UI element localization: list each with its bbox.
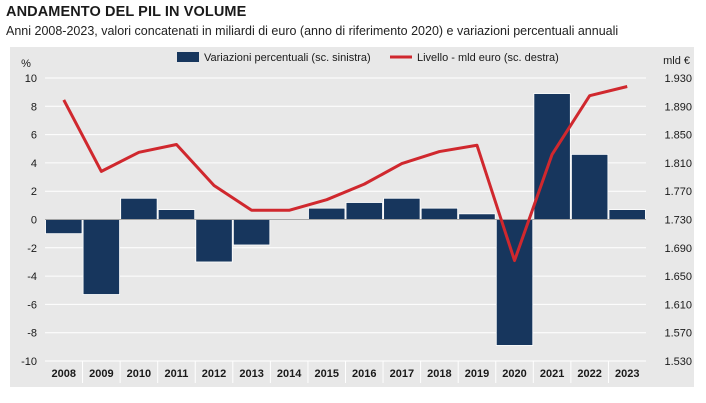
x-tick-label: 2011 [165,368,189,380]
x-tick-label: 2018 [427,368,451,380]
legend-label-bars: Variazioni percentuali (sc. sinistra) [204,52,371,64]
y-left-tick-label: -10 [21,356,37,368]
y-left-tick-label: -2 [27,243,37,255]
y-right-tick-label: 1.570 [664,328,692,340]
bar [495,219,534,346]
legend-swatch-bars [177,52,199,62]
y-right-tick-label: 1.610 [664,299,692,311]
y-right-tick-label: 1.530 [664,356,692,368]
x-tick-label: 2008 [52,368,76,380]
x-tick-label: 2017 [390,368,414,380]
x-tick-label: 2012 [202,368,226,380]
x-tick-label: 2020 [502,368,526,380]
x-tick-label: 2010 [127,368,151,380]
bar [45,219,83,235]
y-right-tick-label: 1.690 [664,243,692,255]
y-left-tick-label: -8 [27,328,37,340]
y-left-tick-label: -4 [27,271,37,283]
y-right-tick-label: 1.850 [664,130,692,142]
bar [608,209,646,220]
bar [345,202,383,220]
y-right-tick-label: 1.730 [664,215,692,227]
y-right-tick-label: 1.930 [664,73,692,85]
y-left-tick-label: 8 [31,101,37,113]
bar [383,197,421,220]
x-tick-label: 2021 [540,368,564,380]
y-left-tick-label: 2 [31,186,37,198]
y-right-tick-label: 1.650 [664,271,692,283]
series-line [62,85,628,263]
x-tick-label: 2013 [239,368,263,380]
x-tick-label: 2022 [577,368,601,380]
bar [571,154,609,220]
x-tick-label: 2023 [615,368,639,380]
y-left-axis-label: % [21,58,31,70]
y-right-tick-label: 1.770 [664,186,692,198]
chart-subtitle: Anni 2008-2023, valori concatenati in mi… [6,24,619,38]
x-tick-label: 2019 [465,368,489,380]
y-right-axis-label: mld € [663,55,690,67]
bar [458,213,496,220]
y-right-tick-label: 1.810 [664,158,692,170]
bar [157,209,196,220]
x-tick-label: 2015 [314,368,338,380]
bar [308,207,346,220]
bar [420,207,459,220]
y-left-tick-label: 4 [31,158,37,170]
bar [82,219,120,295]
chart-title: ANDAMENTO DEL PIL IN VOLUME [6,4,247,20]
legend-label-line: Livello - mld euro (sc. destra) [417,52,559,64]
y-left-tick-label: 0 [31,215,37,227]
bar [120,197,158,220]
y-left-tick-label: 6 [31,130,37,142]
x-tick-label: 2016 [352,368,376,380]
y-left-tick-label: 10 [25,73,37,85]
y-left-tick-label: -6 [27,299,37,311]
x-tick-label: 2014 [277,368,302,380]
y-right-tick-label: 1.890 [664,101,692,113]
bar [232,219,271,246]
x-tick-label: 2009 [89,368,113,380]
bar [195,219,233,263]
